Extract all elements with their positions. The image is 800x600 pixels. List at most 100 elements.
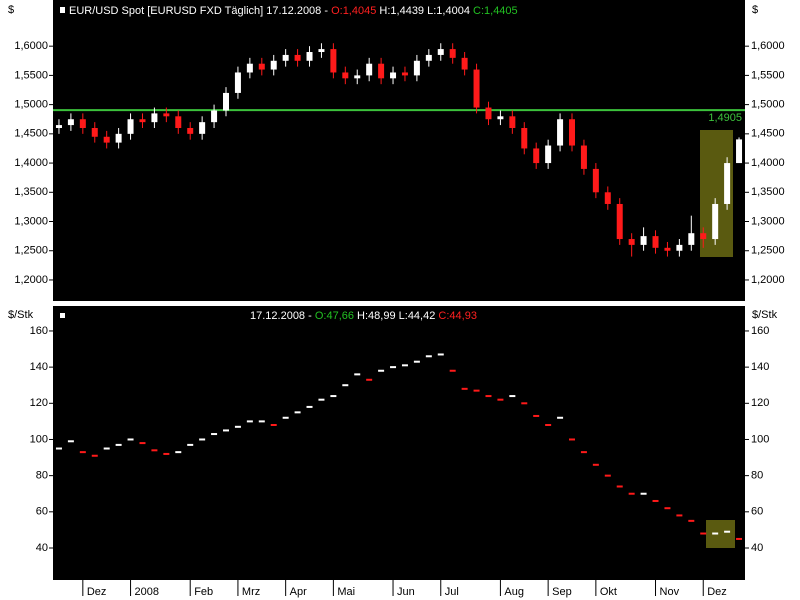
x-tick-label: Feb bbox=[194, 586, 213, 598]
y-tick-label: 80 bbox=[36, 470, 48, 482]
price-panel bbox=[53, 0, 745, 301]
candle-body bbox=[211, 110, 218, 123]
header-close: C:1,4405 bbox=[473, 5, 518, 17]
x-tick-label: Nov bbox=[660, 586, 680, 598]
candle-body bbox=[282, 54, 289, 61]
candle-body bbox=[616, 203, 623, 240]
y-tick-label: 1,3500 bbox=[751, 186, 785, 198]
x-tick-label: Dez bbox=[87, 586, 107, 598]
candle-body bbox=[580, 145, 587, 169]
candle-body bbox=[378, 63, 385, 79]
candle-body bbox=[103, 136, 110, 143]
y-tick-label: 1,2500 bbox=[751, 245, 785, 257]
candle-body bbox=[425, 54, 432, 61]
candle-body bbox=[736, 139, 743, 164]
candle-body bbox=[151, 113, 158, 123]
candle-body bbox=[485, 107, 492, 120]
y-tick-label: 1,4000 bbox=[14, 157, 48, 169]
y-axis-label: $/Stk bbox=[752, 309, 778, 321]
candle-body bbox=[676, 244, 683, 251]
candle-body bbox=[437, 49, 444, 55]
x-tick-label: Dez bbox=[707, 586, 727, 598]
candle-body bbox=[163, 113, 170, 117]
header-high: H:1,4439 bbox=[379, 5, 424, 17]
candle-body bbox=[270, 60, 277, 70]
candle-body bbox=[223, 92, 229, 111]
y-tick-label: 1,4000 bbox=[751, 157, 785, 169]
x-tick-label: Apr bbox=[290, 586, 307, 598]
candle-body bbox=[175, 116, 182, 128]
candle-body bbox=[449, 49, 456, 58]
y-tick-label: 1,3000 bbox=[751, 215, 785, 227]
header: 17.12.2008 - O:47,66 H:48,99 L:44,42 C:4… bbox=[250, 310, 477, 322]
candle-body bbox=[354, 75, 361, 79]
candle-body bbox=[557, 119, 564, 146]
highlight-box bbox=[706, 520, 735, 548]
candle-body bbox=[724, 163, 731, 204]
candle-body bbox=[55, 125, 62, 128]
candle-body bbox=[401, 72, 408, 76]
candle-body bbox=[234, 72, 241, 93]
candle-body bbox=[652, 236, 659, 248]
candle-body bbox=[533, 148, 540, 164]
candle-body bbox=[545, 145, 552, 164]
series-icon bbox=[60, 7, 65, 13]
y-tick-label: 1,4500 bbox=[14, 128, 48, 140]
candle-body bbox=[473, 69, 480, 108]
y-tick-label: 1,6000 bbox=[14, 40, 48, 52]
y-axis-label: $ bbox=[752, 4, 758, 16]
candle-body bbox=[521, 127, 528, 149]
y-tick-label: 40 bbox=[36, 542, 48, 554]
candle-body bbox=[366, 63, 373, 76]
x-tick-label: Mrz bbox=[242, 586, 260, 598]
y-tick-label: 1,5500 bbox=[14, 69, 48, 81]
y-axis-label: $/Stk bbox=[8, 309, 34, 321]
y-tick-label: 40 bbox=[751, 542, 763, 554]
candle-body bbox=[139, 119, 146, 123]
candle-body bbox=[79, 119, 86, 128]
candle-body bbox=[628, 239, 635, 245]
header-close: C:44,93 bbox=[438, 310, 477, 322]
header-low: L:44,42 bbox=[399, 310, 436, 322]
candle-body bbox=[640, 236, 647, 245]
y-tick-label: 1,4500 bbox=[751, 128, 785, 140]
y-axis-label: $ bbox=[8, 4, 14, 16]
candle-body bbox=[569, 119, 575, 146]
candle-body bbox=[509, 116, 516, 128]
candle-body bbox=[390, 72, 397, 79]
candle-body bbox=[604, 192, 611, 204]
y-tick-label: 1,5000 bbox=[751, 99, 785, 111]
header-open: O:1,4045 bbox=[331, 5, 376, 17]
candle-body bbox=[712, 203, 719, 240]
x-tick-label: Mai bbox=[337, 586, 355, 598]
candle-body bbox=[258, 63, 265, 70]
y-tick-label: 80 bbox=[751, 470, 763, 482]
candle-body bbox=[413, 60, 420, 76]
x-tick-label: Sep bbox=[552, 586, 572, 598]
candle-body bbox=[342, 72, 349, 79]
x-tick-label: Jul bbox=[445, 586, 459, 598]
candle-body bbox=[115, 133, 122, 143]
y-tick-label: 1,3500 bbox=[14, 186, 48, 198]
x-tick-label: Okt bbox=[600, 586, 617, 598]
candle-body bbox=[592, 168, 599, 193]
y-tick-label: 1,5000 bbox=[14, 99, 48, 111]
header-title: EUR/USD Spot [EURUSD FXD Täglich] 17.12.… bbox=[69, 5, 328, 17]
candle-body bbox=[688, 233, 695, 245]
y-tick-label: 140 bbox=[751, 361, 769, 373]
x-tick-label: Aug bbox=[504, 586, 524, 598]
y-tick-label: 100 bbox=[751, 433, 769, 445]
y-tick-label: 120 bbox=[30, 397, 48, 409]
candle-body bbox=[187, 127, 194, 134]
y-tick-label: 120 bbox=[751, 397, 769, 409]
x-tick-label: 2008 bbox=[135, 586, 159, 598]
candle-body bbox=[461, 57, 468, 70]
y-tick-label: 60 bbox=[36, 506, 48, 518]
header: EUR/USD Spot [EURUSD FXD Täglich] 17.12.… bbox=[69, 5, 518, 17]
header-low: L:1,4004 bbox=[427, 5, 470, 17]
y-tick-label: 1,2500 bbox=[14, 245, 48, 257]
candle-body bbox=[318, 49, 325, 53]
y-tick-label: 160 bbox=[751, 325, 769, 337]
